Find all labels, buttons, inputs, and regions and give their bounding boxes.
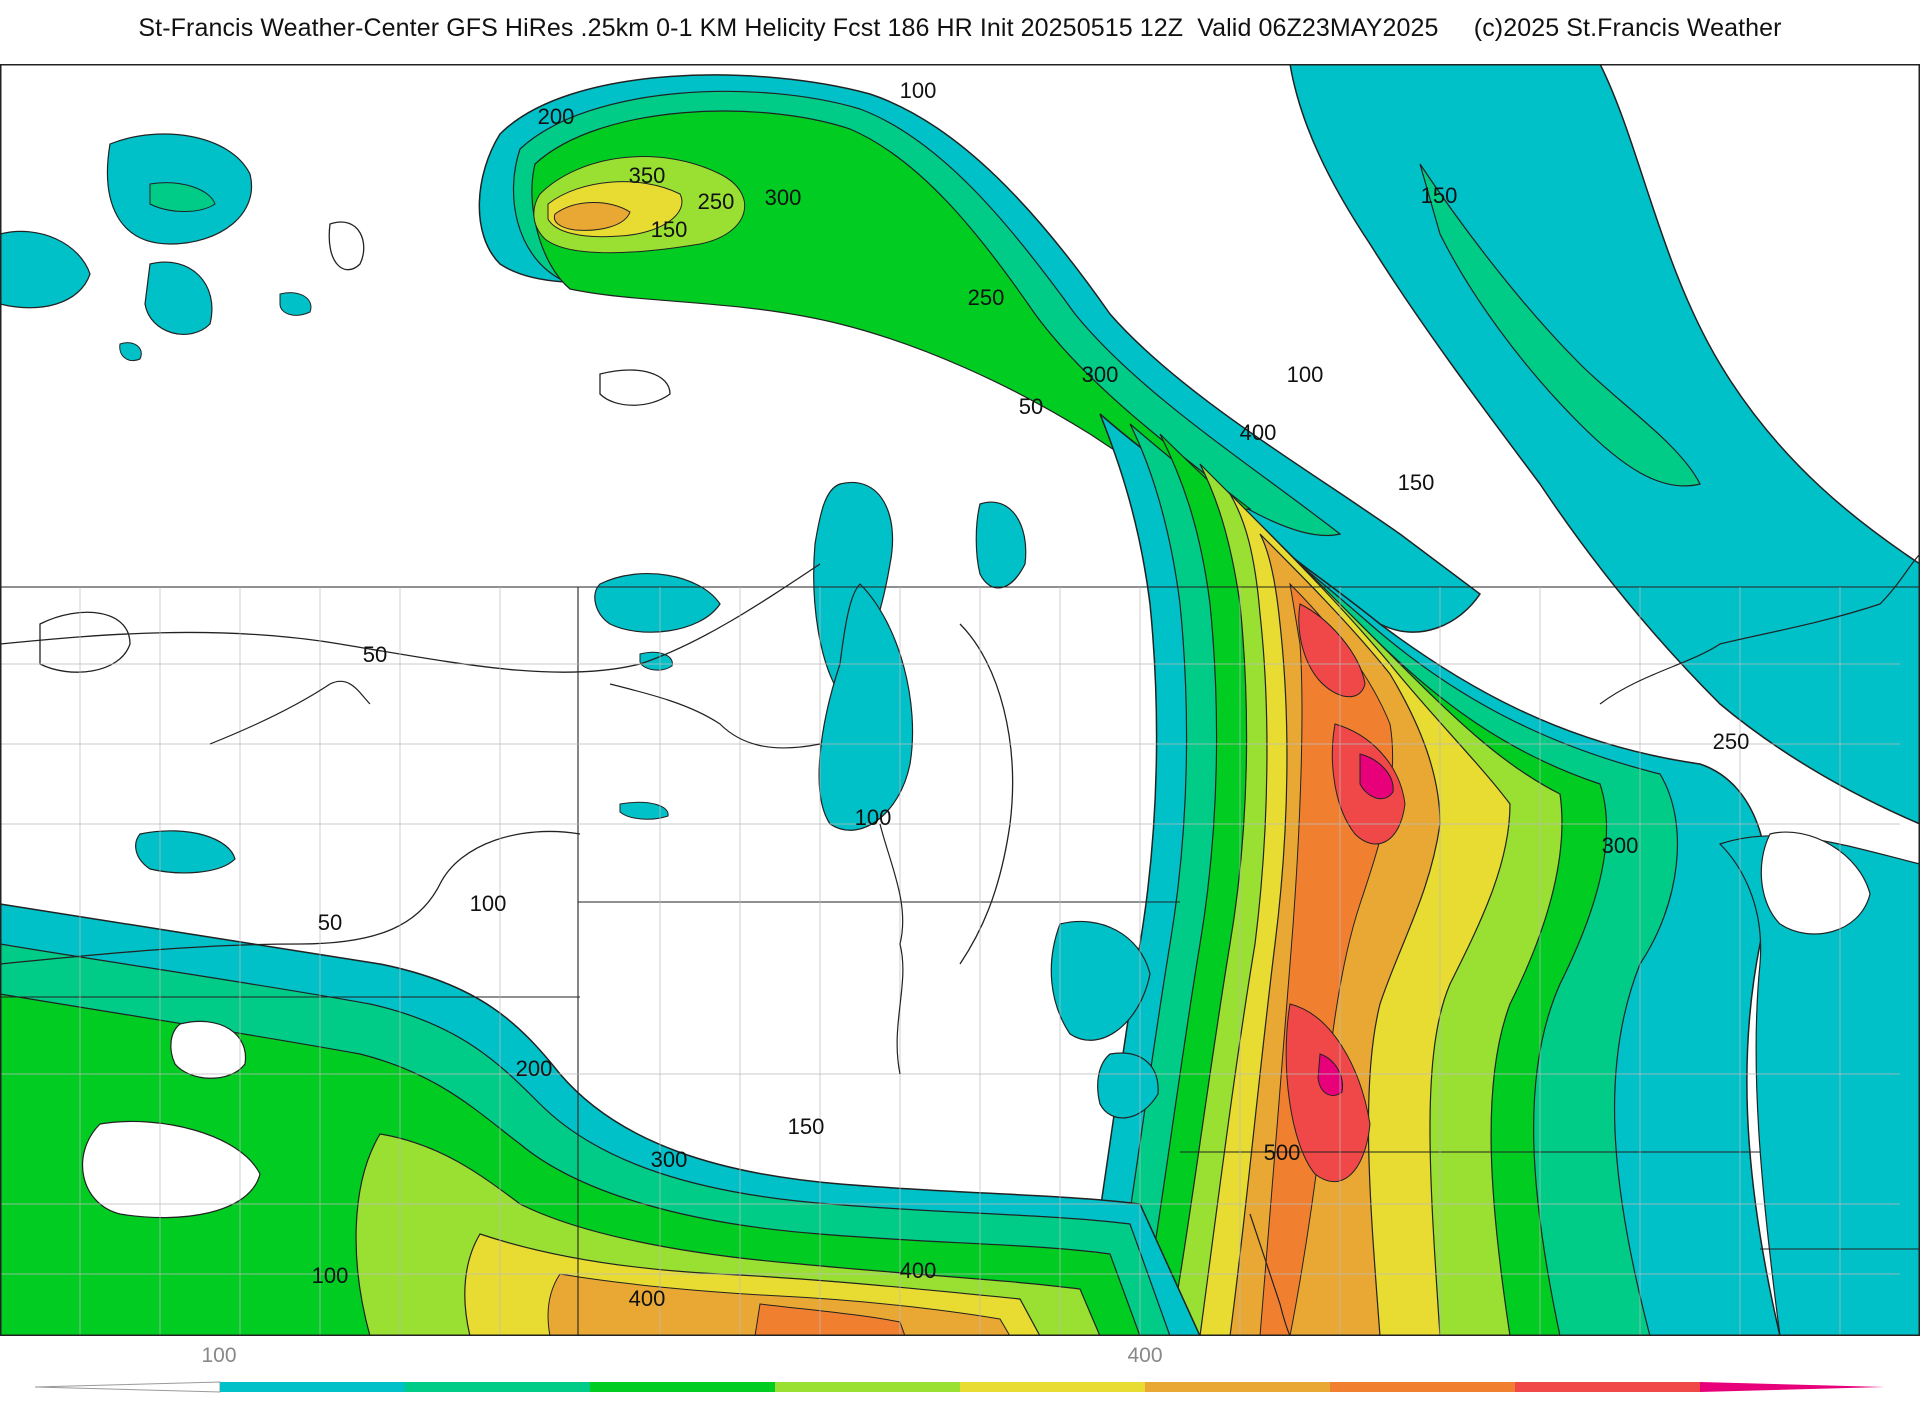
colorbar-segment — [1515, 1382, 1701, 1392]
colorbar-segment — [405, 1382, 591, 1392]
contour-label: 300 — [1082, 362, 1119, 387]
contour-label: 400 — [629, 1286, 666, 1311]
contour-label: 500 — [1264, 1140, 1301, 1165]
contour-label: 200 — [516, 1056, 553, 1081]
contour-label: 150 — [651, 217, 688, 242]
helicity-map: 100 200 350 250 300 150 250 300 50 100 4… — [0, 64, 1920, 1336]
colorbar-segment — [220, 1382, 406, 1392]
contour-label: 50 — [318, 910, 342, 935]
contour-label: 150 — [1398, 470, 1435, 495]
contour-label: 100 — [900, 78, 937, 103]
contour-label: 150 — [788, 1114, 825, 1139]
colorbar-tick-label: 400 — [1127, 1344, 1163, 1367]
contour-label: 200 — [538, 104, 575, 129]
colorbar-svg — [34, 1381, 1885, 1393]
contour-label: 250 — [968, 285, 1005, 310]
colorbar-segment — [960, 1382, 1146, 1392]
colorbar-segment — [1145, 1382, 1331, 1392]
contour-label: 400 — [1240, 420, 1277, 445]
contour-label-group: 100 200 350 250 300 150 250 300 50 100 4… — [312, 78, 1750, 1311]
contour-label: 300 — [765, 185, 802, 210]
contour-label: 100 — [470, 891, 507, 916]
title-copyright: (c)2025 St.Francis Weather — [1473, 14, 1782, 42]
map-title: St-Francis Weather-Center GFS HiRes .25k… — [0, 14, 1920, 43]
scattered-cells — [0, 133, 1159, 1119]
contour-label: 100 — [855, 805, 892, 830]
contour-label: 50 — [1019, 394, 1043, 419]
contour-label: 250 — [1713, 729, 1750, 754]
colorbar-segment — [1330, 1382, 1516, 1392]
contour-label: 400 — [900, 1258, 937, 1283]
contour-label: 300 — [1602, 833, 1639, 858]
county-lines — [0, 587, 1900, 1336]
contour-label: 100 — [312, 1263, 349, 1288]
contour-label: 300 — [651, 1147, 688, 1172]
contour-label: 250 — [698, 189, 735, 214]
contour-label: 350 — [629, 163, 666, 188]
colorbar-segment — [775, 1382, 961, 1392]
contour-lines — [0, 221, 1014, 965]
colorbar-tick-label: 100 — [201, 1344, 237, 1367]
colorbar — [0, 1378, 1920, 1398]
north-arc-band — [478, 74, 1482, 633]
colorbar-segment — [590, 1382, 776, 1392]
coastlines-rivers — [209, 553, 1920, 1336]
southern-white-holes — [82, 1020, 261, 1219]
contour-label: 150 — [1421, 183, 1458, 208]
east-region — [1718, 831, 1920, 1336]
central-corridor — [1079, 413, 1781, 1336]
contour-label: 50 — [363, 642, 387, 667]
title-main: St-Francis Weather-Center GFS HiRes .25k… — [138, 14, 1439, 42]
contour-label: 100 — [1287, 362, 1324, 387]
colorbar-labels: 100 400 — [0, 1344, 1920, 1374]
colorbar-segment — [34, 1381, 221, 1393]
colorbar-segment — [1700, 1382, 1885, 1392]
